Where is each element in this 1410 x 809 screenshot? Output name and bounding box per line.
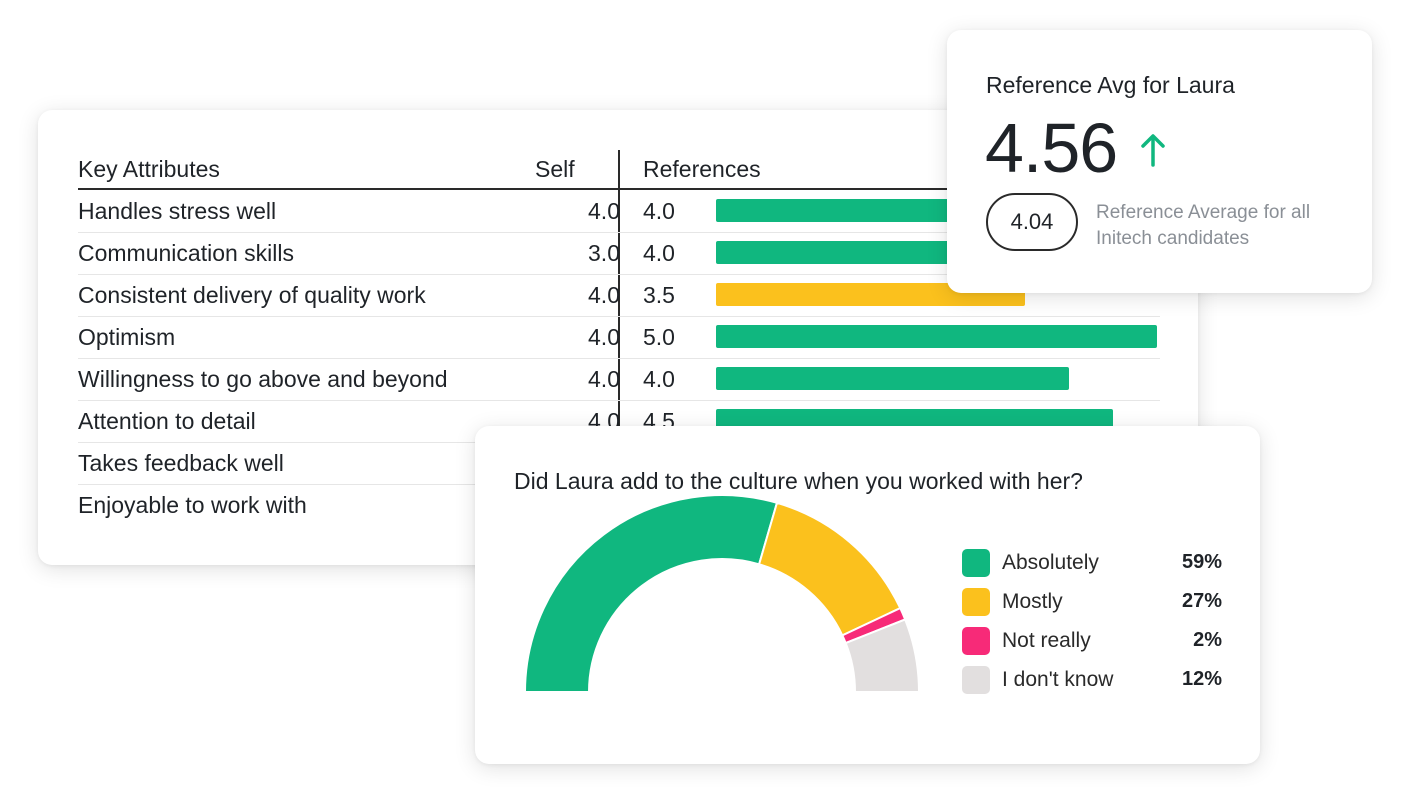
culture-question: Did Laura add to the culture when you wo… <box>514 468 1083 494</box>
self-score: 3.0 <box>588 240 620 266</box>
gauge-slice-mostly <box>758 501 902 637</box>
table-row: Optimism 4.0 5.0 <box>78 316 1160 359</box>
legend-swatch <box>962 627 990 655</box>
header-references: References <box>643 156 761 182</box>
reference-score: 4.0 <box>643 366 675 392</box>
legend-swatch <box>962 588 990 616</box>
legend-item: Mostly 27% <box>962 588 1222 618</box>
header-key-attributes: Key Attributes <box>78 156 220 182</box>
culture-gauge-chart <box>524 494 920 693</box>
legend-percentage: 12% <box>1181 668 1222 690</box>
reference-average-title: Reference Avg for Laura <box>986 72 1235 98</box>
reference-score: 5.0 <box>643 324 675 350</box>
arrow-up-icon <box>1141 134 1165 167</box>
legend-percentage: 2% <box>1193 629 1222 651</box>
legend-item: Absolutely 59% <box>962 549 1222 579</box>
table-row: Enjoyable to work with <box>78 484 1160 526</box>
legend-label: Absolutely <box>1002 551 1099 574</box>
reference-score-bar <box>716 283 1025 306</box>
reference-score: 3.5 <box>643 282 675 308</box>
header-self: Self <box>535 156 575 182</box>
reference-average-value: 4.56 <box>985 109 1118 187</box>
reference-score: 4.0 <box>643 198 675 224</box>
gauge-slice-absolutely <box>524 494 778 693</box>
gauge-slice-i-don-t-know <box>844 618 920 693</box>
self-score: 4.0 <box>588 366 620 392</box>
attribute-name: Attention to detail <box>78 408 256 434</box>
legend-percentage: 59% <box>1181 551 1222 573</box>
legend-swatch <box>962 666 990 694</box>
attribute-name: Consistent delivery of quality work <box>78 282 426 308</box>
reference-score-bar <box>716 325 1157 348</box>
table-row: Willingness to go above and beyond 4.0 4.0 <box>78 358 1160 401</box>
attribute-name: Enjoyable to work with <box>78 492 307 518</box>
attribute-name: Communication skills <box>78 240 295 266</box>
comparison-value-badge: 4.04 <box>986 193 1078 251</box>
culture-question-card: Did Laura add to the culture when you wo… <box>475 426 1260 764</box>
self-score: 4.0 <box>588 324 620 350</box>
self-score: 4.0 <box>588 198 620 224</box>
self-score: 4.0 <box>588 282 620 308</box>
legend-item: I don't know 12% <box>962 666 1222 696</box>
table-row: Consistent delivery of quality work 4.0 3.… <box>78 274 1160 317</box>
legend-label: Mostly <box>1002 590 1063 613</box>
attribute-name: Takes feedback well <box>78 450 284 476</box>
attribute-name: Optimism <box>78 324 176 350</box>
legend-label: Not really <box>1002 629 1091 652</box>
legend-swatch <box>962 549 990 577</box>
comparison-label: Reference Average for all Initech candid… <box>1096 202 1311 249</box>
legend-label: I don't know <box>1002 668 1114 691</box>
legend-item: Not really 2% <box>962 627 1222 657</box>
attribute-name: Willingness to go above and beyond <box>78 366 448 392</box>
attribute-name: Handles stress well <box>78 198 277 224</box>
legend-percentage: 27% <box>1181 590 1222 612</box>
reference-average-card: Reference Avg for Laura 4.56 4.04 Refere… <box>947 30 1372 293</box>
column-divider <box>618 150 620 470</box>
reference-score: 4.0 <box>643 240 675 266</box>
reference-score-bar <box>716 367 1069 390</box>
